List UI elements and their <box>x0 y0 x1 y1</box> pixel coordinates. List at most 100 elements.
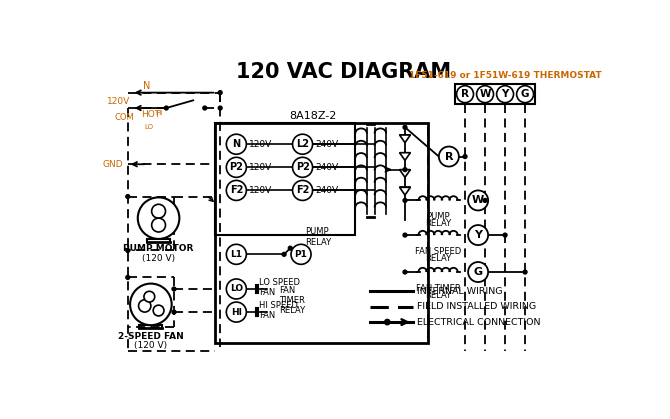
Circle shape <box>463 155 467 158</box>
Text: HI SPEED
FAN: HI SPEED FAN <box>259 301 298 320</box>
Text: L2: L2 <box>296 139 309 149</box>
Text: 1F51-619 or 1F51W-619 THERMOSTAT: 1F51-619 or 1F51W-619 THERMOSTAT <box>409 71 602 80</box>
Circle shape <box>226 157 247 177</box>
Text: 240V: 240V <box>316 140 339 149</box>
Text: R: R <box>445 152 453 162</box>
Text: N: N <box>143 81 151 91</box>
Circle shape <box>403 233 407 237</box>
Text: Y: Y <box>501 89 509 99</box>
Text: (120 V): (120 V) <box>134 341 168 350</box>
Text: W: W <box>479 89 491 99</box>
Circle shape <box>468 190 488 210</box>
Text: HOT: HOT <box>141 110 160 119</box>
Circle shape <box>385 319 390 325</box>
Text: PUMP
RELAY: PUMP RELAY <box>305 227 331 247</box>
Circle shape <box>126 248 130 252</box>
Text: 120V: 120V <box>249 186 273 195</box>
Text: 120 VAC DIAGRAM: 120 VAC DIAGRAM <box>236 62 451 82</box>
Text: 8A18Z-2: 8A18Z-2 <box>289 111 336 121</box>
Circle shape <box>293 181 313 200</box>
Circle shape <box>288 246 292 250</box>
Circle shape <box>153 305 164 316</box>
Polygon shape <box>399 170 410 177</box>
Circle shape <box>218 91 222 95</box>
Circle shape <box>403 199 407 202</box>
Text: G: G <box>521 89 529 99</box>
Circle shape <box>291 244 311 264</box>
Text: 240V: 240V <box>316 163 339 172</box>
Circle shape <box>456 86 474 103</box>
Text: F2: F2 <box>230 186 243 195</box>
Circle shape <box>144 291 155 302</box>
Circle shape <box>226 244 247 264</box>
Text: ELECTRICAL CONNECTION: ELECTRICAL CONNECTION <box>417 318 540 326</box>
Circle shape <box>226 302 247 322</box>
Circle shape <box>226 279 247 299</box>
Circle shape <box>226 181 247 200</box>
Text: 120V: 120V <box>107 97 130 106</box>
Text: R: R <box>461 89 469 99</box>
Text: RELAY: RELAY <box>425 219 451 228</box>
Circle shape <box>293 157 313 177</box>
Text: LO SPEED
FAN: LO SPEED FAN <box>259 278 300 297</box>
Text: FAN SPEED: FAN SPEED <box>415 247 461 256</box>
Text: GND: GND <box>103 160 123 169</box>
Text: W: W <box>472 195 484 205</box>
Text: F2: F2 <box>296 186 310 195</box>
Circle shape <box>218 106 222 110</box>
Text: 120V: 120V <box>249 140 273 149</box>
Text: P2: P2 <box>229 162 243 172</box>
Text: HI: HI <box>155 110 162 116</box>
Polygon shape <box>399 187 410 195</box>
Circle shape <box>130 284 172 325</box>
Circle shape <box>517 86 533 103</box>
Text: 120V: 120V <box>249 163 273 172</box>
Text: G: G <box>474 267 482 277</box>
Circle shape <box>226 134 247 154</box>
Text: PUMP MOTOR: PUMP MOTOR <box>123 244 194 253</box>
Circle shape <box>126 276 130 279</box>
Text: COM: COM <box>114 113 134 122</box>
Circle shape <box>468 262 488 282</box>
Circle shape <box>293 134 313 154</box>
Polygon shape <box>399 135 410 143</box>
Text: LO: LO <box>145 124 154 129</box>
Circle shape <box>151 218 165 232</box>
Circle shape <box>282 252 286 256</box>
Text: INTERNAL WIRING: INTERNAL WIRING <box>417 287 502 296</box>
Circle shape <box>172 287 176 291</box>
Bar <box>455 84 535 104</box>
Circle shape <box>503 233 507 237</box>
Text: FAN TIMER: FAN TIMER <box>415 284 460 292</box>
Text: HI: HI <box>231 308 242 317</box>
Circle shape <box>523 270 527 274</box>
Polygon shape <box>399 153 410 160</box>
Circle shape <box>151 204 165 218</box>
Text: P2: P2 <box>295 162 310 172</box>
Text: (120 V): (120 V) <box>142 253 175 263</box>
Text: RELAY: RELAY <box>425 253 451 263</box>
Circle shape <box>468 225 488 245</box>
Text: FAN
TIMER
RELAY: FAN TIMER RELAY <box>279 286 305 316</box>
Circle shape <box>403 270 407 274</box>
Circle shape <box>496 86 513 103</box>
Circle shape <box>476 86 494 103</box>
Circle shape <box>483 199 487 202</box>
Text: N: N <box>232 139 241 149</box>
Circle shape <box>403 125 407 129</box>
Bar <box>215 124 355 235</box>
Text: P1: P1 <box>295 250 308 259</box>
Circle shape <box>138 197 180 239</box>
Circle shape <box>126 195 130 199</box>
Text: Y: Y <box>474 230 482 240</box>
Bar <box>215 124 428 343</box>
Text: RELAY: RELAY <box>425 290 451 300</box>
Text: PUMP: PUMP <box>426 212 450 221</box>
Circle shape <box>164 106 168 110</box>
Circle shape <box>203 106 207 110</box>
Circle shape <box>403 168 407 171</box>
Text: LO: LO <box>230 285 243 293</box>
Text: L1: L1 <box>230 250 243 259</box>
Text: 2-SPEED FAN: 2-SPEED FAN <box>118 332 184 341</box>
Circle shape <box>439 147 459 166</box>
